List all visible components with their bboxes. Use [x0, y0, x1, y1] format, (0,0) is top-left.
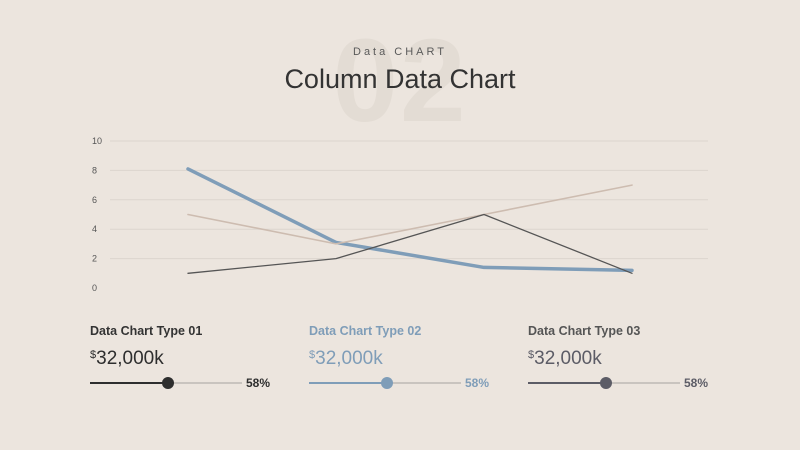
card-title: Data Chart Type 02	[309, 324, 422, 338]
y-tick-label: 2	[92, 254, 97, 264]
slider-fill	[90, 382, 168, 384]
currency-symbol: $	[528, 349, 535, 361]
page-title: Column Data Chart	[284, 64, 516, 94]
y-tick-label: 6	[92, 195, 97, 205]
card-value: $32,000k	[90, 348, 290, 370]
eyebrow-label: Data CHART	[353, 46, 447, 58]
slider-knob[interactable]	[599, 377, 612, 389]
card-value-number: 32,000k	[534, 348, 602, 369]
currency-symbol: $	[309, 349, 316, 361]
progress-percent: 58%	[246, 376, 271, 390]
slider-knob[interactable]	[161, 377, 174, 389]
progress-percent: 58%	[465, 376, 490, 390]
card-title: Data Chart Type 01	[90, 324, 203, 338]
background-number: 02	[332, 15, 468, 147]
card-title: Data Chart Type 03	[528, 324, 641, 338]
data-card-type-02: Data Chart Type 02 $32,000k 58%	[309, 324, 509, 390]
progress-percent: 58%	[684, 376, 709, 390]
currency-symbol: $	[90, 349, 97, 361]
card-value-number: 32,000k	[315, 348, 383, 369]
y-tick-label: 8	[92, 165, 97, 175]
slider-fill	[528, 382, 606, 384]
data-card-type-01: Data Chart Type 01 $32,000k 58%	[90, 324, 290, 390]
data-card-type-03: Data Chart Type 03 $32,000k 58%	[528, 324, 728, 390]
y-tick-label: 4	[92, 224, 97, 234]
progress-slider[interactable]: 58%	[309, 376, 491, 390]
series-line-2	[187, 184, 633, 245]
series-line-3	[187, 213, 633, 274]
card-value-number: 32,000k	[96, 348, 164, 369]
card-value: $32,000k	[528, 348, 728, 370]
card-value: $32,000k	[309, 348, 509, 370]
series-line-1	[186, 167, 634, 273]
progress-slider[interactable]: 58%	[528, 376, 710, 390]
y-tick-label: 0	[92, 283, 97, 293]
slider-fill	[309, 382, 387, 384]
progress-slider[interactable]: 58%	[90, 376, 272, 390]
y-tick-label: 10	[92, 136, 102, 146]
slider-knob[interactable]	[380, 377, 393, 389]
